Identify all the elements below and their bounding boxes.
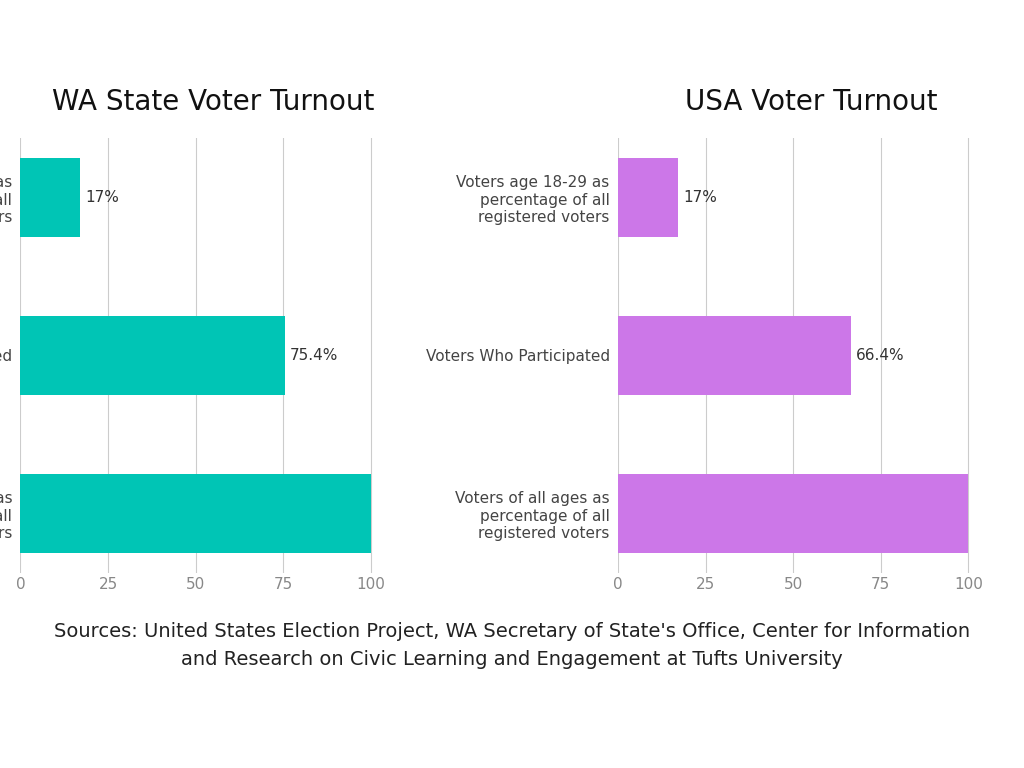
Text: 17%: 17% — [683, 190, 717, 205]
Text: 17%: 17% — [85, 190, 119, 205]
Bar — [20, 158, 80, 237]
Bar — [618, 474, 969, 553]
Title: USA Voter Turnout: USA Voter Turnout — [684, 88, 937, 117]
Text: 66.4%: 66.4% — [856, 348, 904, 363]
Bar — [618, 316, 851, 395]
Bar — [618, 158, 678, 237]
Bar — [20, 316, 285, 395]
Text: 75.4%: 75.4% — [290, 348, 338, 363]
Bar — [20, 474, 371, 553]
Text: Sources: United States Election Project, WA Secretary of State's Office, Center : Sources: United States Election Project,… — [54, 622, 970, 670]
Title: WA State Voter Turnout: WA State Voter Turnout — [52, 88, 375, 117]
